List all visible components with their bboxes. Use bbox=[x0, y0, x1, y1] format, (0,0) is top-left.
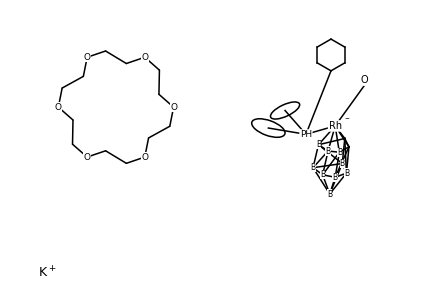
Text: O: O bbox=[55, 103, 62, 112]
Text: B: B bbox=[327, 190, 332, 198]
Text: $^-$: $^-$ bbox=[343, 115, 351, 124]
Text: B: B bbox=[310, 163, 315, 172]
Text: $\mathrm{K}^+$: $\mathrm{K}^+$ bbox=[38, 266, 56, 281]
Text: O: O bbox=[360, 76, 368, 85]
Text: B: B bbox=[316, 140, 321, 149]
Text: O: O bbox=[84, 53, 91, 62]
Text: B: B bbox=[340, 159, 345, 168]
Text: PH: PH bbox=[300, 130, 312, 139]
Text: O: O bbox=[141, 153, 148, 162]
Text: O: O bbox=[141, 53, 148, 62]
Text: B: B bbox=[320, 170, 325, 179]
Text: Rh: Rh bbox=[329, 121, 342, 131]
Text: B: B bbox=[326, 146, 331, 156]
Text: B: B bbox=[344, 169, 349, 178]
Text: O: O bbox=[84, 153, 91, 162]
Text: B: B bbox=[337, 148, 342, 157]
Text: B: B bbox=[332, 173, 338, 182]
Text: O: O bbox=[170, 103, 177, 112]
